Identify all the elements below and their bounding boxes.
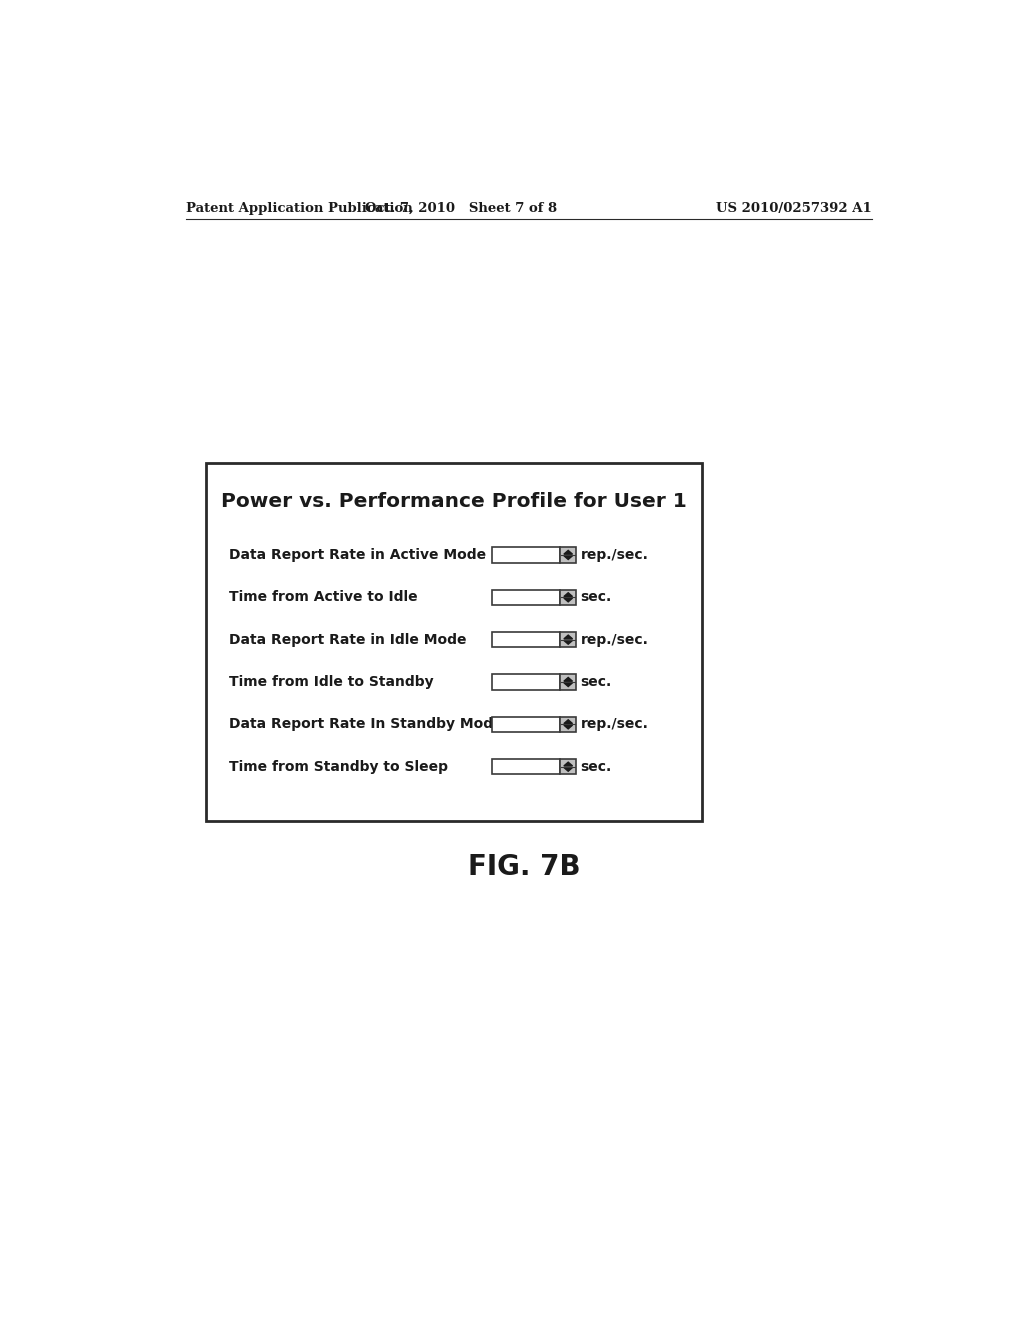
Bar	[493, 759, 560, 775]
Text: Data Report Rate in Idle Mode: Data Report Rate in Idle Mode	[228, 632, 466, 647]
Polygon shape	[564, 677, 572, 681]
Bar	[560, 717, 575, 733]
Polygon shape	[564, 635, 572, 639]
Text: Power vs. Performance Profile for User 1: Power vs. Performance Profile for User 1	[220, 491, 686, 511]
Polygon shape	[564, 762, 572, 766]
Polygon shape	[564, 598, 572, 602]
Polygon shape	[564, 682, 572, 686]
Polygon shape	[564, 593, 572, 597]
Bar	[493, 590, 560, 605]
Bar	[493, 675, 560, 689]
Text: sec.: sec.	[581, 590, 612, 605]
Bar	[493, 717, 560, 733]
Text: US 2010/0257392 A1: US 2010/0257392 A1	[716, 202, 872, 215]
Bar	[560, 675, 575, 689]
Text: Patent Application Publication: Patent Application Publication	[186, 202, 413, 215]
Text: sec.: sec.	[581, 760, 612, 774]
Bar	[493, 632, 560, 647]
Polygon shape	[564, 725, 572, 729]
Text: Time from Active to Idle: Time from Active to Idle	[228, 590, 418, 605]
Text: Time from Standby to Sleep: Time from Standby to Sleep	[228, 760, 447, 774]
Bar	[493, 548, 560, 562]
Text: rep./sec.: rep./sec.	[581, 548, 648, 562]
Bar	[206, 462, 701, 821]
Text: Data Report Rate in Active Mode: Data Report Rate in Active Mode	[228, 548, 485, 562]
Bar	[560, 632, 575, 647]
Text: Data Report Rate In Standby Mode: Data Report Rate In Standby Mode	[228, 717, 503, 731]
Polygon shape	[564, 556, 572, 560]
Bar	[560, 548, 575, 562]
Polygon shape	[564, 640, 572, 644]
Polygon shape	[564, 550, 572, 554]
Bar	[560, 759, 575, 775]
Text: Time from Idle to Standby: Time from Idle to Standby	[228, 675, 433, 689]
Text: rep./sec.: rep./sec.	[581, 717, 648, 731]
Text: FIG. 7B: FIG. 7B	[469, 853, 581, 880]
Text: rep./sec.: rep./sec.	[581, 632, 648, 647]
Text: sec.: sec.	[581, 675, 612, 689]
Text: Oct. 7, 2010   Sheet 7 of 8: Oct. 7, 2010 Sheet 7 of 8	[366, 202, 557, 215]
Bar	[560, 590, 575, 605]
Polygon shape	[564, 767, 572, 771]
Polygon shape	[564, 719, 572, 723]
